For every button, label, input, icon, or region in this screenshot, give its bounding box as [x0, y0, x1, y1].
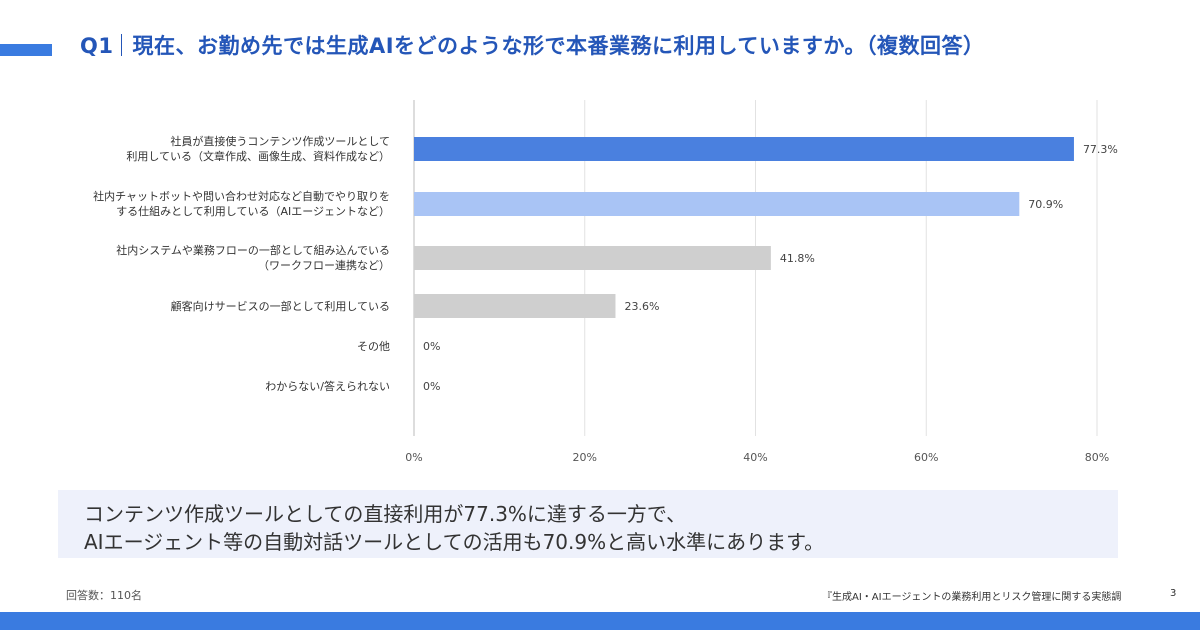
bar [414, 192, 1020, 216]
x-tick-label: 40% [743, 451, 767, 464]
x-tick-label: 20% [573, 451, 597, 464]
x-tick-label: 80% [1085, 451, 1109, 464]
respondent-count: 回答数：110名 [66, 589, 142, 602]
bar [414, 137, 1074, 161]
x-tick-label: 0% [405, 451, 422, 464]
summary-box: コンテンツ作成ツールとしての直接利用が77.3%に達する一方で、 AIエージェン… [58, 490, 1118, 558]
question-text: 現在、お勤め先では生成AIをどのような形で本番業務に利用していますか。（複数回答… [132, 34, 985, 58]
title-separator [121, 34, 123, 56]
data-label: 0% [423, 380, 440, 393]
summary-line-1: コンテンツ作成ツールとしての直接利用が77.3%に達する一方で、 [84, 502, 687, 526]
data-label: 77.3% [1083, 143, 1118, 156]
category-label: 社員が直接使うコンテンツ作成ツールとして 利用している（文章作成、画像生成、資料… [126, 135, 390, 163]
data-label: 41.8% [780, 252, 815, 265]
category-label: わからない/答えられない [265, 379, 390, 393]
header-accent-bar [0, 44, 52, 56]
bar [414, 246, 771, 270]
category-label: 顧客向けサービスの一部として利用している [170, 299, 390, 313]
footer-accent-bar [0, 612, 1200, 630]
bar-chart: 0% 20% 40% 60% 80% 77.3% 70.9% 41.8% 23.6% 0% 0% [405, 100, 1118, 464]
question-number: Q1 [80, 34, 114, 58]
data-label: 0% [423, 340, 440, 353]
category-label: 社内システムや業務フローの一部として組み込んでいる （ワークフロー連携など） [116, 244, 390, 272]
bar [414, 294, 616, 318]
data-label: 70.9% [1028, 198, 1063, 211]
category-label: 社内チャットボットや問い合わせ対応など自動でやり取りを する仕組みとして利用して… [93, 190, 390, 218]
data-label: 23.6% [624, 300, 659, 313]
category-label: その他 [357, 339, 390, 353]
x-tick-label: 60% [914, 451, 938, 464]
page-number: 3 [1170, 588, 1177, 599]
summary-line-2: AIエージェント等の自動対話ツールとしての活用も70.9%と高い水準にあります。 [84, 530, 825, 554]
page-title: Q1 現在、お勤め先では生成AIをどのような形で本番業務に利用していますか。（複数… [80, 30, 984, 64]
source-note: 『生成AI・AIエージェントの業務利用とリスク管理に関する実態調 [822, 592, 1122, 603]
